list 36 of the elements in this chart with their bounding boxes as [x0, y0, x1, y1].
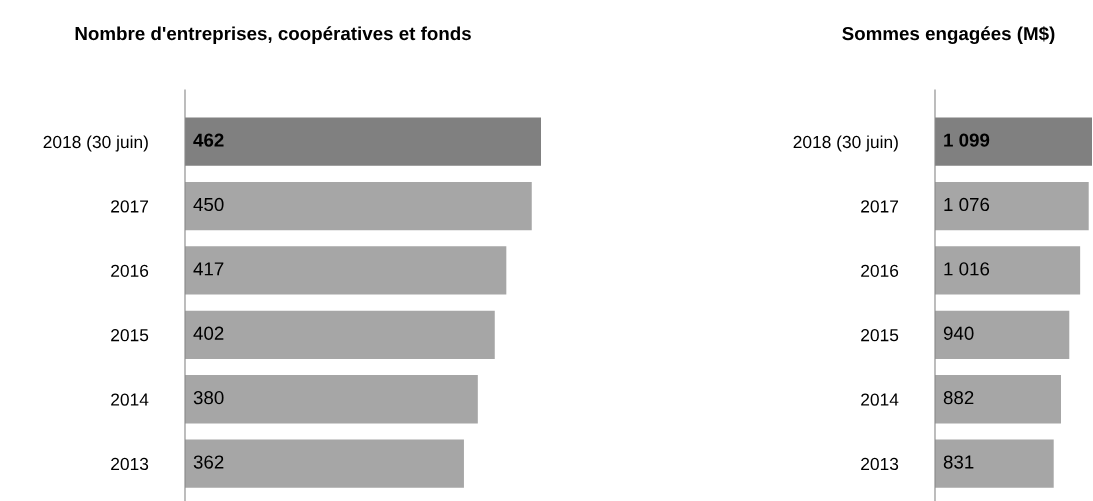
y-tick-label: 2015	[111, 329, 149, 342]
bar	[185, 375, 478, 424]
y-tick-label: 2016	[861, 264, 899, 277]
data-label: 1 016	[944, 262, 990, 276]
data-label: 462	[193, 133, 224, 147]
bar	[935, 246, 1081, 295]
bar	[185, 246, 507, 295]
y-tick-label: 2017	[861, 200, 899, 213]
y-tick-label: 2013	[861, 457, 899, 471]
y-tick-label: 2014	[111, 393, 149, 406]
bar	[935, 310, 1070, 360]
bar	[185, 439, 464, 488]
data-label: 940	[943, 326, 974, 340]
data-label: 1 076	[944, 197, 990, 212]
bar	[185, 181, 532, 231]
y-tick-label: 2014	[861, 393, 899, 406]
y-tick-label: 2015	[861, 329, 899, 342]
data-label: 450	[193, 197, 224, 212]
y-tick-label: 2013	[111, 457, 149, 471]
bar	[935, 375, 1061, 424]
y-tick-label: 2018 (30 juin)	[793, 135, 898, 152]
data-label: 417	[193, 262, 224, 276]
data-label: 362	[193, 455, 224, 469]
y-tick-label: 2016	[111, 264, 149, 277]
chart-title: Nombre d'entreprises, coopératives et fonds	[75, 26, 471, 44]
bar	[935, 439, 1054, 488]
bar	[185, 310, 495, 360]
data-label: 831	[943, 455, 974, 469]
data-label: 380	[193, 391, 224, 405]
data-label: 882	[943, 391, 974, 405]
bar	[935, 181, 1089, 231]
y-tick-label: 2018 (30 juin)	[43, 135, 148, 152]
data-label: 1 099	[944, 133, 990, 147]
y-tick-label: 2017	[111, 200, 149, 213]
chart-title: Sommes engagées (M$)	[842, 26, 1055, 45]
data-label: 402	[193, 326, 224, 340]
